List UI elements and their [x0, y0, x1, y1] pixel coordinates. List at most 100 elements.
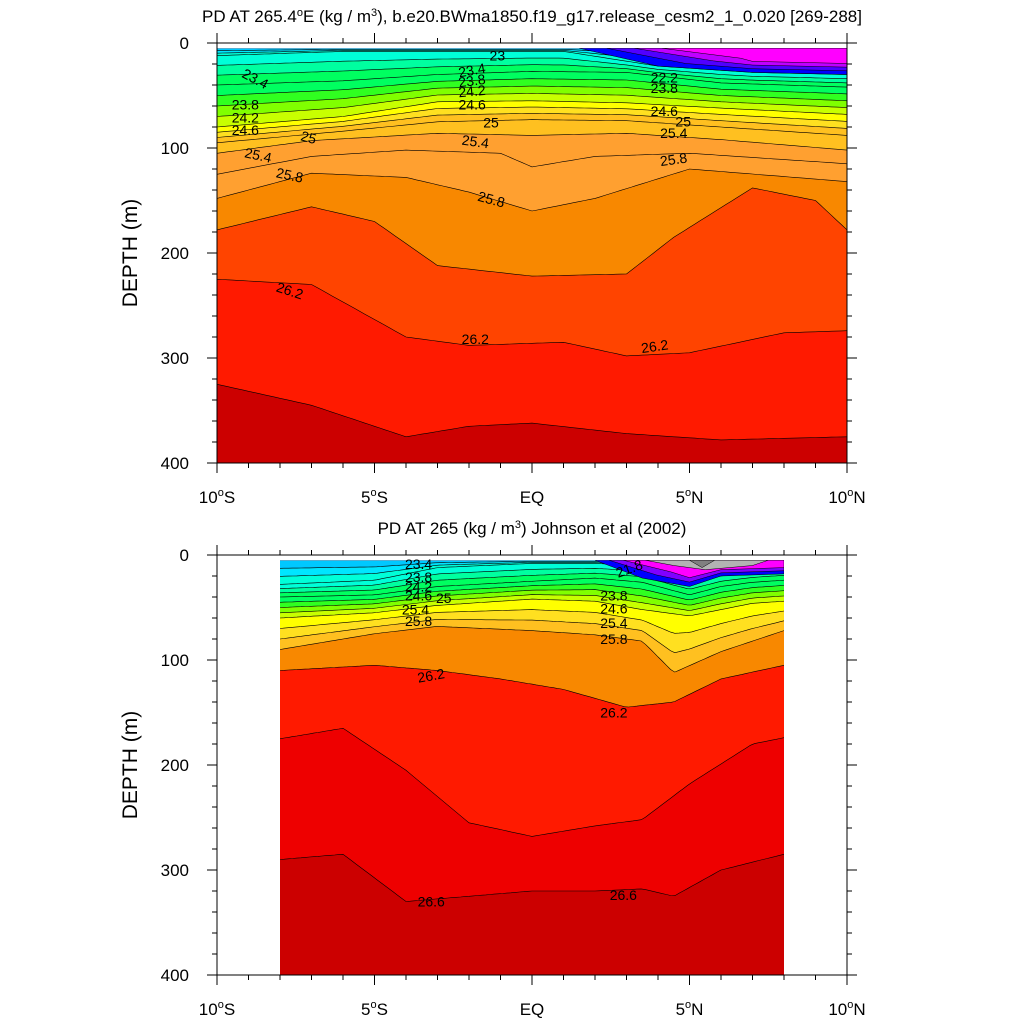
contour-line	[217, 279, 847, 357]
fill-band	[217, 78, 847, 106]
contour-label: 25	[299, 128, 318, 148]
y-tick-label: 400	[161, 454, 189, 473]
contour-line	[217, 64, 847, 84]
x-tick-label: 10oN	[828, 487, 865, 507]
contour-label: 24.2	[458, 82, 487, 100]
x-tick-label: EQ	[520, 1000, 545, 1019]
contour-fills	[280, 560, 784, 975]
fill-band	[217, 100, 847, 133]
contour-label: 26.2	[416, 665, 446, 686]
contour-label: 25.8	[476, 188, 507, 211]
fill-band	[280, 599, 784, 634]
fill-band	[689, 560, 716, 568]
contour-label: 24.6	[405, 588, 432, 604]
x-tick-label: EQ	[520, 488, 545, 507]
contour-line	[280, 583, 784, 603]
contour-line	[217, 78, 847, 96]
contour-line	[217, 149, 847, 175]
contour-label: 23.4	[457, 60, 487, 81]
x-tick-label: 10oS	[199, 487, 235, 507]
fill-band	[280, 609, 784, 653]
chart-title: PD AT 265 (kg / m3) Johnson et al (2002)	[378, 519, 687, 538]
contour-fills	[217, 48, 847, 463]
fill-band	[217, 133, 847, 175]
y-tick-label: 300	[161, 861, 189, 880]
contour-label: 25.4	[402, 601, 429, 617]
contour-line	[217, 119, 847, 144]
chart-2: 23.423.824.224.6 2525.425.826.226.221.823…	[119, 519, 866, 1019]
contour-label: 23.8	[651, 80, 678, 96]
fill-band	[217, 107, 847, 138]
contour-label: 24.6	[651, 103, 678, 119]
contour-label: 26.2	[462, 331, 489, 347]
contour-line	[280, 594, 784, 614]
y-axis-label: DEPTH (m)	[119, 199, 142, 308]
contour-line	[217, 168, 847, 212]
contour-label: 25	[483, 115, 499, 131]
contour-label: 23.4	[405, 556, 432, 572]
fill-band	[280, 573, 784, 597]
contour-label: 24.2	[232, 109, 259, 125]
contour-line	[217, 93, 847, 117]
contour-label: 23	[490, 47, 506, 63]
contour-label: 26.6	[610, 887, 637, 903]
contour-label: 26.6	[418, 893, 445, 909]
fill-band	[217, 187, 847, 356]
contour-line	[217, 85, 847, 107]
contour-line	[280, 665, 784, 708]
contour-label: 22.2	[651, 69, 678, 85]
y-tick-label: 0	[180, 34, 189, 53]
fill-band	[217, 58, 847, 83]
contour-label: 25.4	[600, 615, 627, 631]
contour-line	[217, 187, 847, 277]
fill-band	[217, 86, 847, 117]
fill-band	[280, 854, 784, 975]
fill-band	[280, 568, 784, 593]
fill-band	[217, 64, 847, 88]
contour-label: 26.2	[640, 336, 669, 356]
x-tick-label: 10oS	[199, 999, 235, 1019]
y-tick-label: 300	[161, 349, 189, 368]
contour-line	[217, 113, 847, 138]
fill-band	[661, 48, 847, 64]
fill-band	[217, 279, 847, 440]
y-tick-label: 100	[161, 651, 189, 670]
fill-band	[217, 113, 847, 143]
contour-label: 23.8	[232, 97, 259, 113]
fill-band	[217, 169, 847, 277]
contour-label: 24.6	[459, 97, 486, 113]
contour-line	[280, 727, 784, 837]
contour-label: 24.6	[600, 600, 627, 616]
fill-band	[280, 583, 784, 608]
contour-line	[280, 589, 784, 608]
contour-line	[217, 384, 847, 441]
y-tick-label: 200	[161, 756, 189, 775]
x-tick-label: 5oN	[676, 487, 704, 507]
contour-line	[280, 619, 784, 654]
contour-label: 25.8	[405, 613, 432, 629]
contour-line	[217, 70, 847, 88]
contour-label: 24.2	[405, 578, 432, 594]
x-tick-label: 5oN	[676, 999, 704, 1019]
contour-line	[217, 132, 847, 154]
y-tick-label: 200	[161, 244, 189, 263]
fill-band	[280, 578, 784, 603]
contour-label: 25	[675, 114, 691, 130]
contour-line	[280, 598, 784, 619]
fill-band	[217, 71, 847, 96]
fill-band	[280, 626, 784, 707]
fill-band	[217, 119, 847, 154]
contour-line	[280, 609, 784, 634]
contour-label: 23.8	[457, 71, 486, 91]
x-tick-label: 10oN	[828, 999, 865, 1019]
fill-band	[280, 589, 784, 613]
fill-band	[217, 93, 847, 127]
fill-band	[280, 619, 784, 673]
contour-label: 23.8	[405, 569, 432, 585]
x-tick-label: 5oS	[361, 487, 388, 507]
contour-label: 24.6	[232, 122, 259, 138]
contour-label: 25.8	[600, 631, 627, 647]
